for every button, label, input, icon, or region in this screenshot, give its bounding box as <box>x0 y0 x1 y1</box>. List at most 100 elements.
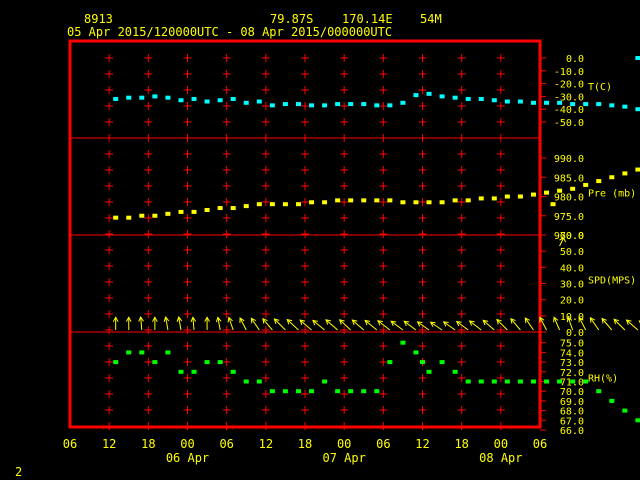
x-tick-label: 06 <box>376 437 390 451</box>
data-point <box>491 379 497 384</box>
data-point <box>452 369 458 374</box>
data-point <box>113 215 119 220</box>
data-point <box>465 198 471 203</box>
data-point <box>544 100 550 105</box>
data-point <box>256 202 262 207</box>
wind-arrow <box>417 321 430 331</box>
wind-arrowhead <box>625 319 632 325</box>
wind-arrow <box>250 318 260 331</box>
wind-arrowhead <box>338 319 345 325</box>
data-point <box>439 200 445 205</box>
data-point <box>282 389 288 394</box>
wind-arrowhead <box>163 316 170 322</box>
wind-arrow <box>286 319 299 331</box>
data-point <box>426 91 432 96</box>
x-tick-label: 06 <box>219 437 233 451</box>
wind-arrowhead <box>601 317 607 324</box>
data-point <box>178 369 184 374</box>
x-tick-label: 06 <box>533 437 547 451</box>
data-point <box>126 215 132 220</box>
data-point <box>420 360 425 365</box>
x-date-label: 08 Apr <box>479 451 522 465</box>
wind-arrowhead <box>496 318 502 325</box>
wind-arrow <box>364 320 378 331</box>
wind-arrow <box>469 320 482 331</box>
data-point <box>583 102 589 107</box>
data-point <box>570 186 576 191</box>
data-point <box>387 360 393 365</box>
data-point <box>550 202 556 207</box>
data-point <box>322 103 328 108</box>
data-point <box>191 96 197 101</box>
y-tick-label: 975.0 <box>554 212 584 223</box>
x-tick-label: 12 <box>415 437 429 451</box>
data-point <box>309 389 315 394</box>
data-point <box>544 190 550 195</box>
y-tick-label: 60.0 <box>560 231 584 242</box>
y-tick-label: 970.0 <box>554 231 584 242</box>
y-tick-label: 75.0 <box>560 339 584 350</box>
period-title: 05 Apr 2015/120000UTC - 08 Apr 2015/0000… <box>67 25 393 39</box>
x-tick-label: 00 <box>494 437 508 451</box>
data-point <box>217 98 223 103</box>
data-point <box>126 95 132 100</box>
wind-arrowhead <box>403 320 410 327</box>
data-point <box>400 100 406 105</box>
wind-arrow <box>339 319 352 331</box>
data-point <box>269 103 275 108</box>
wind-arrowhead <box>312 319 318 326</box>
data-point <box>230 206 236 211</box>
data-point <box>530 100 536 105</box>
wind-arrowhead <box>553 316 559 323</box>
y-tick-label: 0.0 <box>566 54 584 65</box>
data-point <box>243 100 249 105</box>
wind-arrowhead <box>390 320 397 327</box>
station-lon: 170.14E <box>342 12 393 26</box>
data-point <box>570 102 576 107</box>
y-tick-label: 74.0 <box>560 348 584 359</box>
y-tick-label: -30.0 <box>554 92 584 103</box>
y-axis-label: Pre (mb) <box>588 189 636 200</box>
wind-arrowhead <box>351 319 358 325</box>
y-tick-label: 0.0 <box>566 328 584 339</box>
data-point <box>452 198 458 203</box>
wind-arrow <box>510 318 521 331</box>
y-tick-label: -40.0 <box>554 105 584 116</box>
data-point <box>635 107 640 112</box>
wind-arrow <box>626 319 639 331</box>
wind-arrowhead <box>176 316 183 322</box>
data-point <box>596 179 602 184</box>
data-point <box>557 379 563 384</box>
data-point <box>256 379 262 384</box>
data-point <box>204 207 210 212</box>
wind-arrowhead <box>215 316 222 323</box>
wind-arrowhead <box>510 317 516 324</box>
data-point <box>387 103 393 108</box>
wind-arrow <box>352 319 365 331</box>
y-axis-label: RH(%) <box>588 374 618 385</box>
y-tick-label: 990.0 <box>554 154 584 165</box>
wind-arrow <box>165 316 169 331</box>
data-point <box>335 389 341 394</box>
wind-arrowhead <box>638 320 640 324</box>
data-point <box>113 96 119 101</box>
wind-arrowhead <box>559 237 567 243</box>
data-point <box>635 418 640 423</box>
wind-arrow <box>299 319 312 331</box>
wind-arrowhead <box>152 316 158 322</box>
data-point <box>609 175 615 180</box>
wind-arrow <box>482 319 495 331</box>
data-point <box>439 360 445 365</box>
y-tick-label: -20.0 <box>554 80 584 91</box>
data-point <box>230 369 236 374</box>
data-point <box>413 200 419 205</box>
wind-arrow <box>601 318 613 331</box>
wind-arrowhead <box>299 319 306 325</box>
wind-arrowhead <box>325 319 331 325</box>
wind-arrow <box>274 318 286 331</box>
x-tick-label: 12 <box>259 437 273 451</box>
wind-arrowhead <box>455 320 462 327</box>
wind-arrow <box>239 317 247 331</box>
wind-arrow <box>377 320 391 331</box>
data-point <box>295 389 301 394</box>
